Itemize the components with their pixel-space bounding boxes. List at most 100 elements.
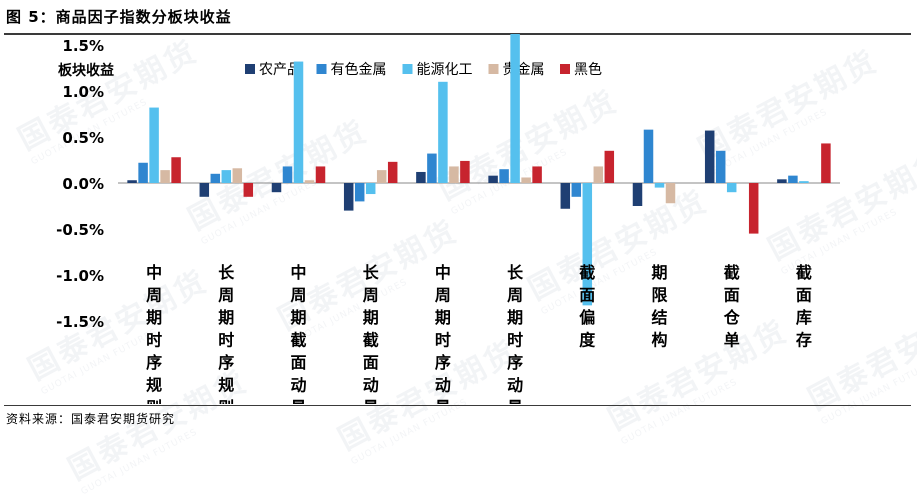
bar	[788, 175, 798, 183]
bar	[704, 130, 715, 183]
y-tick-label: -1.0%	[56, 267, 104, 285]
category-label: 存	[796, 331, 812, 350]
category-label: 量	[363, 398, 379, 404]
y-tick-label: -0.5%	[56, 221, 104, 239]
bar	[499, 169, 509, 183]
legend-label: 能源化工	[417, 62, 473, 78]
bar	[643, 129, 654, 183]
category-label: 长	[363, 263, 380, 282]
bar	[488, 175, 498, 183]
category-label: 序	[507, 353, 523, 372]
bar	[387, 161, 398, 183]
category-label: 期	[507, 308, 523, 327]
category-label: 序	[146, 353, 162, 372]
category-label: 则	[218, 398, 234, 404]
category-label: 截	[796, 263, 812, 282]
category-label: 截	[579, 263, 595, 282]
category-label: 面	[796, 286, 812, 305]
category-label: 动	[363, 376, 379, 395]
bar	[510, 34, 520, 184]
category-label: 周	[507, 286, 523, 305]
bar	[604, 150, 615, 183]
category-label: 周	[146, 286, 162, 305]
bar	[304, 180, 315, 183]
category-label: 时	[146, 331, 162, 350]
bar	[449, 166, 459, 183]
bar	[138, 162, 148, 183]
bar	[438, 81, 448, 183]
category-label: 量	[507, 398, 523, 404]
bar	[632, 183, 643, 206]
legend-label: 黑色	[574, 61, 602, 78]
top-rule	[4, 33, 911, 35]
bar	[271, 183, 282, 193]
source-note: 资料来源：国泰君安期货研究	[6, 412, 176, 426]
bar	[560, 183, 571, 209]
bar	[726, 183, 737, 193]
category-label: 截	[724, 263, 740, 282]
legend-swatch	[245, 64, 255, 74]
category-label: 中	[146, 263, 162, 282]
bar	[521, 177, 531, 183]
bar	[243, 183, 254, 197]
category-label: 期	[290, 308, 306, 327]
bar	[354, 183, 365, 202]
legend-swatch	[402, 64, 413, 74]
bar	[460, 160, 470, 183]
bar	[127, 180, 137, 183]
category-label: 面	[724, 286, 740, 305]
legend-label: 贵金属	[503, 62, 545, 78]
category-label: 期	[146, 308, 162, 327]
category-label: 量	[290, 398, 306, 404]
category-label: 则	[146, 398, 162, 404]
bar	[821, 143, 831, 183]
category-label: 期	[435, 308, 451, 327]
category-label: 动	[435, 376, 451, 395]
category-label: 周	[218, 286, 234, 305]
category-label: 截	[363, 331, 379, 350]
bar-chart: 板块收益农产品有色金属能源化工贵金属黑色2.0%1.5%1.0%0.5%0.0%…	[56, 34, 840, 404]
bar	[343, 183, 354, 211]
legend-label: 农产品	[259, 62, 301, 78]
y-axis-label: 板块收益	[58, 62, 114, 79]
category-label: 偏	[579, 308, 595, 327]
bar	[376, 170, 387, 183]
legend-label: 有色金属	[331, 61, 387, 78]
bar	[715, 150, 726, 183]
category-label: 时	[507, 331, 523, 350]
bar	[149, 107, 159, 183]
bar	[210, 173, 221, 183]
bar	[199, 183, 210, 197]
category-label: 中	[290, 263, 306, 282]
bar	[571, 183, 582, 197]
bar	[593, 166, 604, 183]
category-label: 度	[579, 331, 596, 350]
bar	[777, 179, 787, 183]
y-tick-label: 1.0%	[62, 83, 104, 101]
category-label: 时	[435, 331, 451, 350]
category-label: 周	[290, 286, 306, 305]
bottom-rule	[4, 405, 911, 406]
category-label: 面	[363, 353, 379, 372]
bar	[799, 181, 809, 183]
category-label: 周	[435, 286, 451, 305]
bar	[748, 183, 759, 234]
figure-header: 图 5：商品因子指数分板块收益	[0, 0, 917, 33]
bar	[582, 183, 593, 306]
category-label: 期	[218, 308, 234, 327]
category-label: 面	[579, 286, 595, 305]
category-label: 截	[290, 331, 306, 350]
category-label: 构	[651, 331, 667, 350]
legend-swatch	[316, 64, 327, 74]
category-label: 结	[650, 308, 667, 327]
y-tick-label: 0.5%	[62, 129, 104, 147]
category-label: 量	[435, 398, 451, 404]
y-tick-label: 1.5%	[62, 37, 104, 55]
bar	[221, 170, 232, 183]
figure-title: 图 5：商品因子指数分板块收益	[6, 8, 232, 26]
category-label: 规	[146, 376, 162, 395]
bar	[171, 157, 181, 183]
y-tick-label: -1.5%	[56, 313, 104, 331]
category-label: 周	[363, 286, 379, 305]
category-label: 动	[507, 376, 523, 395]
